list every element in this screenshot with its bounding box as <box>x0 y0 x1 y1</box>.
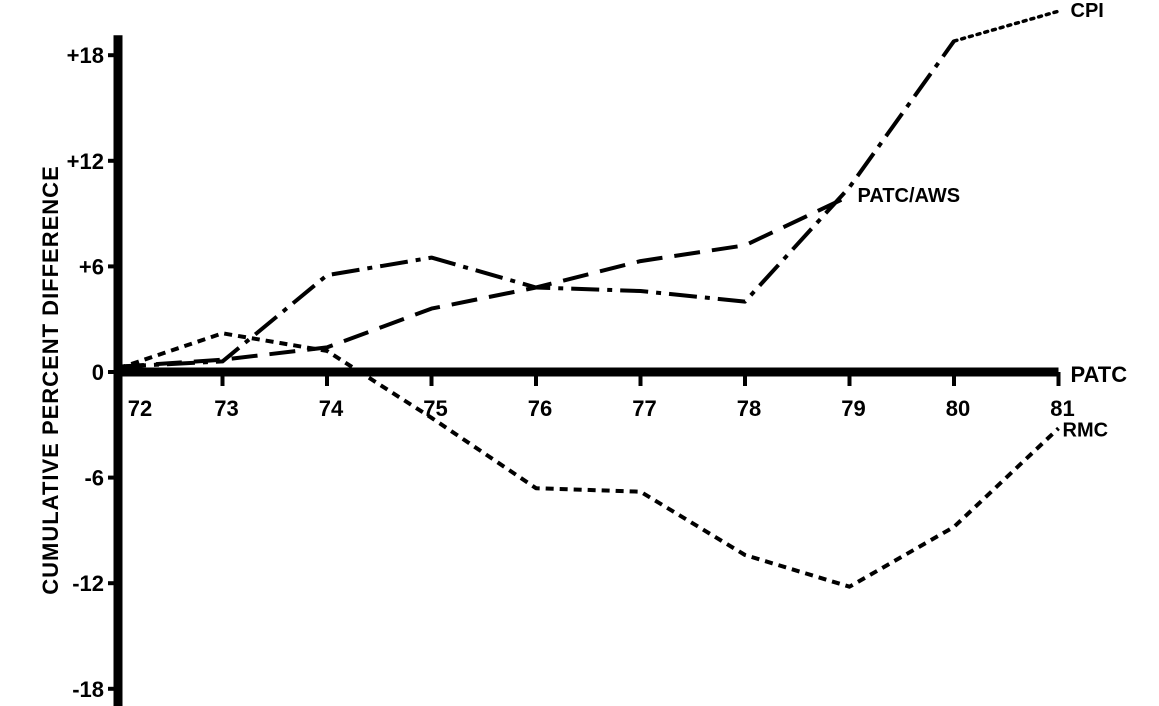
x-tick-label: 72 <box>128 396 152 421</box>
y-tick-label: +18 <box>67 43 104 68</box>
y-tick-label: +6 <box>79 254 104 279</box>
y-tick-label: -6 <box>84 466 104 491</box>
series-label-rmc: RMC <box>1063 419 1109 441</box>
chart-labels: PATC CPI PATC/AWS RMC <box>858 0 1128 441</box>
x-tick-label: 79 <box>841 396 865 421</box>
x-tick-label: 75 <box>423 396 447 421</box>
x-tick-label: 78 <box>737 396 761 421</box>
baseline-label: PATC <box>1071 362 1128 387</box>
x-tick-label: 74 <box>319 396 344 421</box>
y-tick-label: -18 <box>72 677 104 702</box>
x-tick-label: 77 <box>632 396 656 421</box>
series-lines <box>117 9 1061 589</box>
y-tick-label: 0 <box>92 360 104 385</box>
x-tick-label: 76 <box>528 396 552 421</box>
y-tick-label: -12 <box>72 571 104 596</box>
y-tick-label: +12 <box>67 149 104 174</box>
x-tick-label: 80 <box>946 396 970 421</box>
series-patc-aws-line <box>117 194 851 369</box>
y-axis-label: CUMULATIVE PERCENT DIFFERENCE <box>38 165 63 595</box>
x-tick-label: 81 <box>1050 396 1074 421</box>
series-label-cpi: CPI <box>1071 0 1104 22</box>
series-cpi-extension <box>952 9 1061 43</box>
series-rmc-line <box>117 331 1060 589</box>
axes: +18 +12 +6 0 -6 -12 -18 72 73 74 75 76 77 78 79 80 81 <box>67 35 1075 706</box>
x-tick-label: 73 <box>214 396 238 421</box>
series-label-patc-aws: PATC/AWS <box>858 185 961 207</box>
